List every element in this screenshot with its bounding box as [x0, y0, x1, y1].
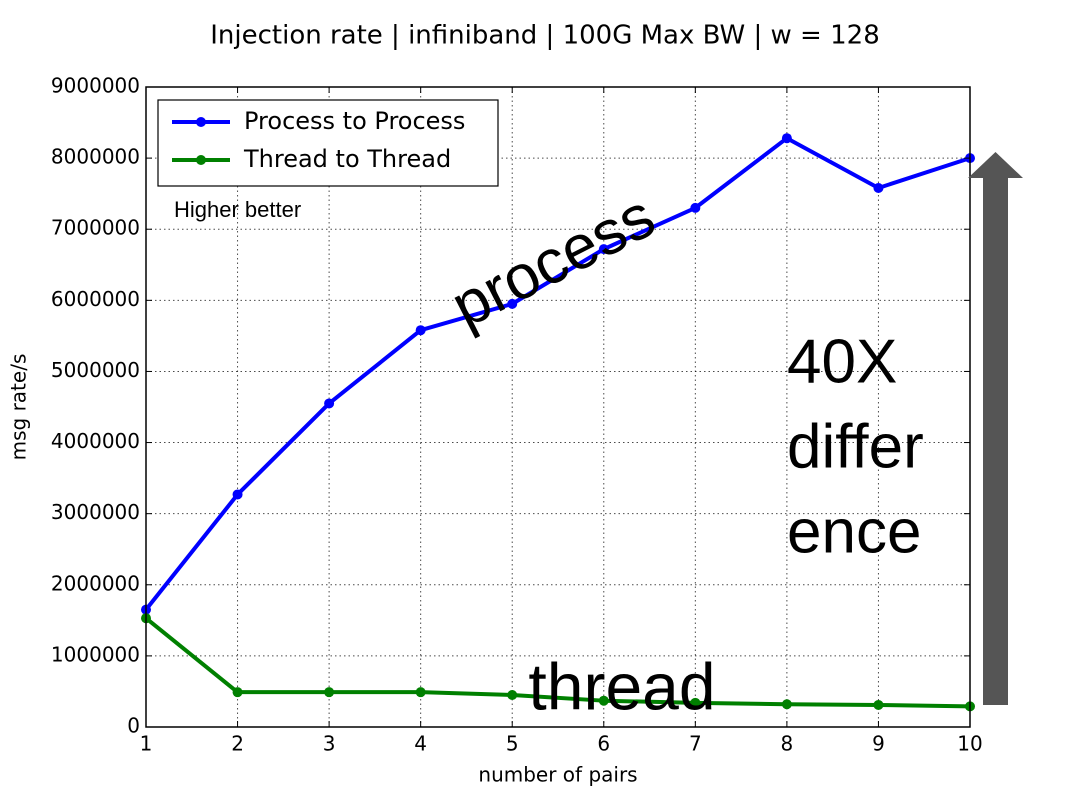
y-tick-label: 4000000 [51, 429, 140, 453]
y-tick-label: 9000000 [51, 74, 140, 98]
data-point [324, 687, 335, 698]
data-point [781, 133, 792, 144]
legend: Process to Process Thread to Thread [157, 99, 499, 187]
x-tick-label: 2 [231, 732, 244, 756]
data-point [873, 182, 884, 193]
annotation: ence [787, 497, 921, 566]
legend-label: Process to Process [244, 107, 465, 135]
chart-title: Injection rate | infiniband | 100G Max B… [210, 21, 880, 51]
legend-swatch [196, 155, 206, 165]
x-tick-label: 8 [781, 732, 794, 756]
y-tick-label: 7000000 [51, 216, 140, 240]
y-tick-label: 5000000 [51, 358, 140, 382]
legend-label: Thread to Thread [243, 145, 451, 173]
legend-swatch [196, 117, 206, 127]
x-tick-label: 10 [957, 732, 982, 756]
series-line [144, 136, 971, 611]
series-group [141, 133, 975, 712]
arrow-head [968, 152, 1023, 178]
x-tick-label: 5 [506, 732, 519, 756]
x-tick-label: 9 [872, 732, 885, 756]
legend-box [157, 99, 499, 187]
annotation: differ [787, 412, 924, 481]
data-point [507, 690, 518, 700]
data-point [415, 325, 426, 336]
ticks: 0 1000000 2000000 3000000 4000000 5000000 6000… [51, 74, 983, 756]
annotation: thread [528, 649, 715, 723]
y-tick-label: 3000000 [51, 500, 140, 524]
plot-frame [145, 86, 971, 728]
y-tick-label: 0 [127, 714, 140, 738]
annotation: process [441, 181, 666, 341]
data-point [690, 202, 701, 213]
annotation: Higher better [174, 197, 301, 222]
series-line [144, 616, 971, 709]
y-tick-label: 2000000 [51, 571, 140, 595]
data-point [232, 687, 243, 698]
data-point [507, 298, 518, 309]
x-tick-label: 7 [689, 732, 702, 756]
y-tick-label: 1000000 [51, 642, 140, 666]
y-tick-label: 6000000 [51, 287, 140, 311]
data-point [232, 489, 243, 500]
x-tick-label: 3 [323, 732, 336, 756]
arrow-shaft [983, 176, 1008, 705]
data-point [598, 695, 609, 706]
y-axis-label: msg rate/s [7, 354, 31, 461]
data-point [873, 699, 884, 710]
x-tick-label: 6 [597, 732, 610, 756]
data-point [415, 687, 426, 698]
data-point [690, 697, 701, 708]
data-point [324, 398, 335, 409]
data-point [598, 244, 609, 255]
arrow [968, 152, 1023, 705]
y-tick-label: 8000000 [51, 145, 140, 169]
x-tick-label: 4 [414, 732, 427, 756]
data-point [781, 699, 792, 710]
x-axis-label: number of pairs [478, 763, 637, 787]
x-tick-label: 1 [140, 732, 153, 756]
annotation: 40X [787, 327, 897, 396]
